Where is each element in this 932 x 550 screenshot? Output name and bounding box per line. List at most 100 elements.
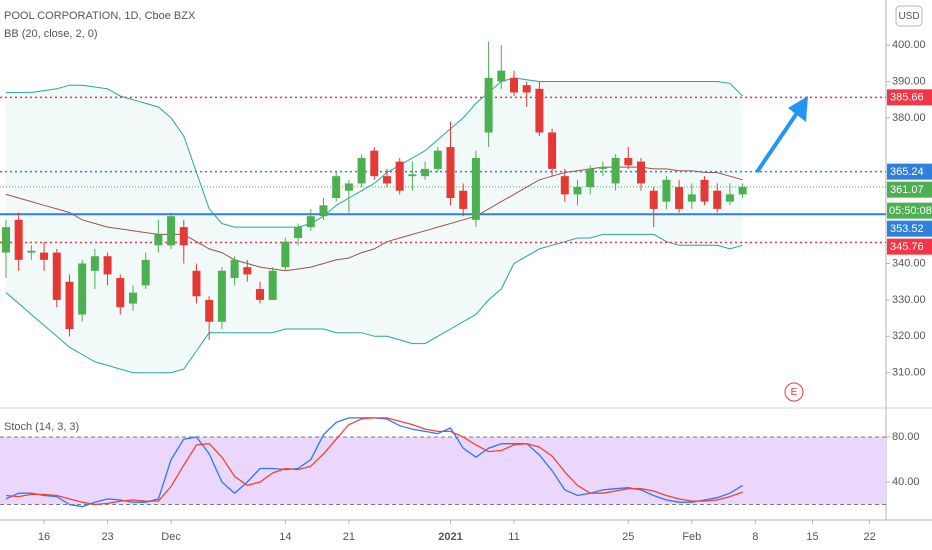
candle-body xyxy=(116,278,125,308)
bb-fill xyxy=(6,77,743,373)
x-tick-label: 21 xyxy=(343,531,355,543)
candle-body xyxy=(332,176,341,198)
candle-body xyxy=(675,187,684,209)
candle-body xyxy=(560,176,569,195)
candle-body xyxy=(725,194,734,202)
candle-body xyxy=(497,70,506,82)
candle-body xyxy=(687,194,696,202)
candle-body xyxy=(78,263,87,315)
candle-body xyxy=(294,227,303,239)
bb-line xyxy=(5,166,743,272)
x-tick-label: 22 xyxy=(863,531,875,543)
y-tick-label: 340.00 xyxy=(892,257,926,269)
price-label: 353.52 xyxy=(890,223,924,235)
candle-body xyxy=(637,161,646,184)
stoch-line xyxy=(5,417,743,506)
y-tick-label: 380.00 xyxy=(892,112,926,124)
currency: USD xyxy=(898,11,919,22)
candle-body xyxy=(395,161,404,191)
price-label-box xyxy=(887,181,932,198)
y-tick-label: 400.00 xyxy=(892,39,926,51)
candle-body xyxy=(52,252,61,300)
candle-body xyxy=(90,256,99,271)
candle-body xyxy=(586,168,595,188)
candle-body xyxy=(611,157,620,184)
x-tick-label: 14 xyxy=(279,531,291,543)
x-tick-label: 2021 xyxy=(438,531,462,543)
price-label-box xyxy=(887,89,932,106)
candle-body xyxy=(421,168,430,177)
x-tick-label: 11 xyxy=(508,531,519,543)
x-tick-label: 25 xyxy=(622,531,634,543)
candle-body xyxy=(217,270,226,322)
candle-body xyxy=(509,77,518,93)
candle-body xyxy=(128,292,137,304)
x-tick-label: 23 xyxy=(101,531,113,543)
bb-line xyxy=(6,77,743,228)
y-tick-label: 80.00 xyxy=(892,431,920,443)
price-label: 365.24 xyxy=(890,166,924,178)
candle-body xyxy=(522,85,531,93)
x-tick-label: Dec xyxy=(161,531,181,543)
candle-body xyxy=(408,174,417,177)
candle-body xyxy=(306,216,315,228)
candle-body xyxy=(230,259,239,279)
candle-body xyxy=(141,259,150,286)
x-tick-label: 8 xyxy=(752,531,758,543)
candle-body xyxy=(344,183,353,191)
arrow xyxy=(755,108,801,174)
candle-body xyxy=(192,270,201,297)
candle-body xyxy=(268,270,277,300)
candle-body xyxy=(27,250,36,253)
x-tick-label: 15 xyxy=(806,531,818,543)
stoch-band xyxy=(0,436,886,505)
bb-line xyxy=(5,233,743,374)
candle-body xyxy=(624,157,633,166)
candle-body xyxy=(382,176,391,184)
price-label-box xyxy=(887,220,932,237)
y-tick-label: 320.00 xyxy=(892,330,926,342)
indicator-title: BB (20, close, 2, 0) xyxy=(4,28,98,40)
y-tick-label: 330.00 xyxy=(892,294,926,306)
candle-body xyxy=(535,88,544,133)
candle-body xyxy=(40,252,49,260)
arrow-head xyxy=(788,96,808,122)
price-label-box xyxy=(887,238,932,255)
candle-body xyxy=(205,299,214,322)
countdown: 05:50:08 xyxy=(889,205,932,217)
price-label: 385.66 xyxy=(890,92,924,104)
candle-body xyxy=(598,167,607,169)
earnings-label: E xyxy=(791,387,798,398)
candle-body xyxy=(471,157,480,220)
candle-body xyxy=(484,77,493,133)
candle-body xyxy=(281,241,290,268)
price-label: 361.07 xyxy=(890,184,924,196)
candle-body xyxy=(319,205,328,217)
candle-body xyxy=(103,256,112,275)
stoch-title: Stoch (14, 3, 3) xyxy=(4,421,79,433)
candle-body xyxy=(446,147,455,198)
candle-body xyxy=(459,190,468,209)
y-tick-label: 310.00 xyxy=(892,367,926,379)
candle-body xyxy=(738,186,747,195)
candle-body xyxy=(662,179,671,202)
candle-body xyxy=(433,150,442,169)
candle-body xyxy=(548,132,557,169)
countdown-box xyxy=(887,202,932,219)
candle-body xyxy=(14,219,23,260)
currency-badge[interactable] xyxy=(895,5,923,27)
candle-body xyxy=(167,216,176,246)
candle-body xyxy=(154,234,163,246)
candle-body xyxy=(65,281,74,330)
candle-body xyxy=(357,157,366,184)
candle-body xyxy=(370,150,379,177)
chart-title: POOL CORPORATION, 1D, Cboe BZX xyxy=(4,10,196,22)
candle-body xyxy=(255,288,264,300)
y-tick-label: 390.00 xyxy=(892,75,926,87)
price-label: 345.76 xyxy=(890,241,924,253)
x-tick-label: Feb xyxy=(682,531,701,543)
candle-body xyxy=(649,190,658,209)
price-label-box xyxy=(887,163,932,180)
earnings-marker[interactable] xyxy=(784,382,804,402)
